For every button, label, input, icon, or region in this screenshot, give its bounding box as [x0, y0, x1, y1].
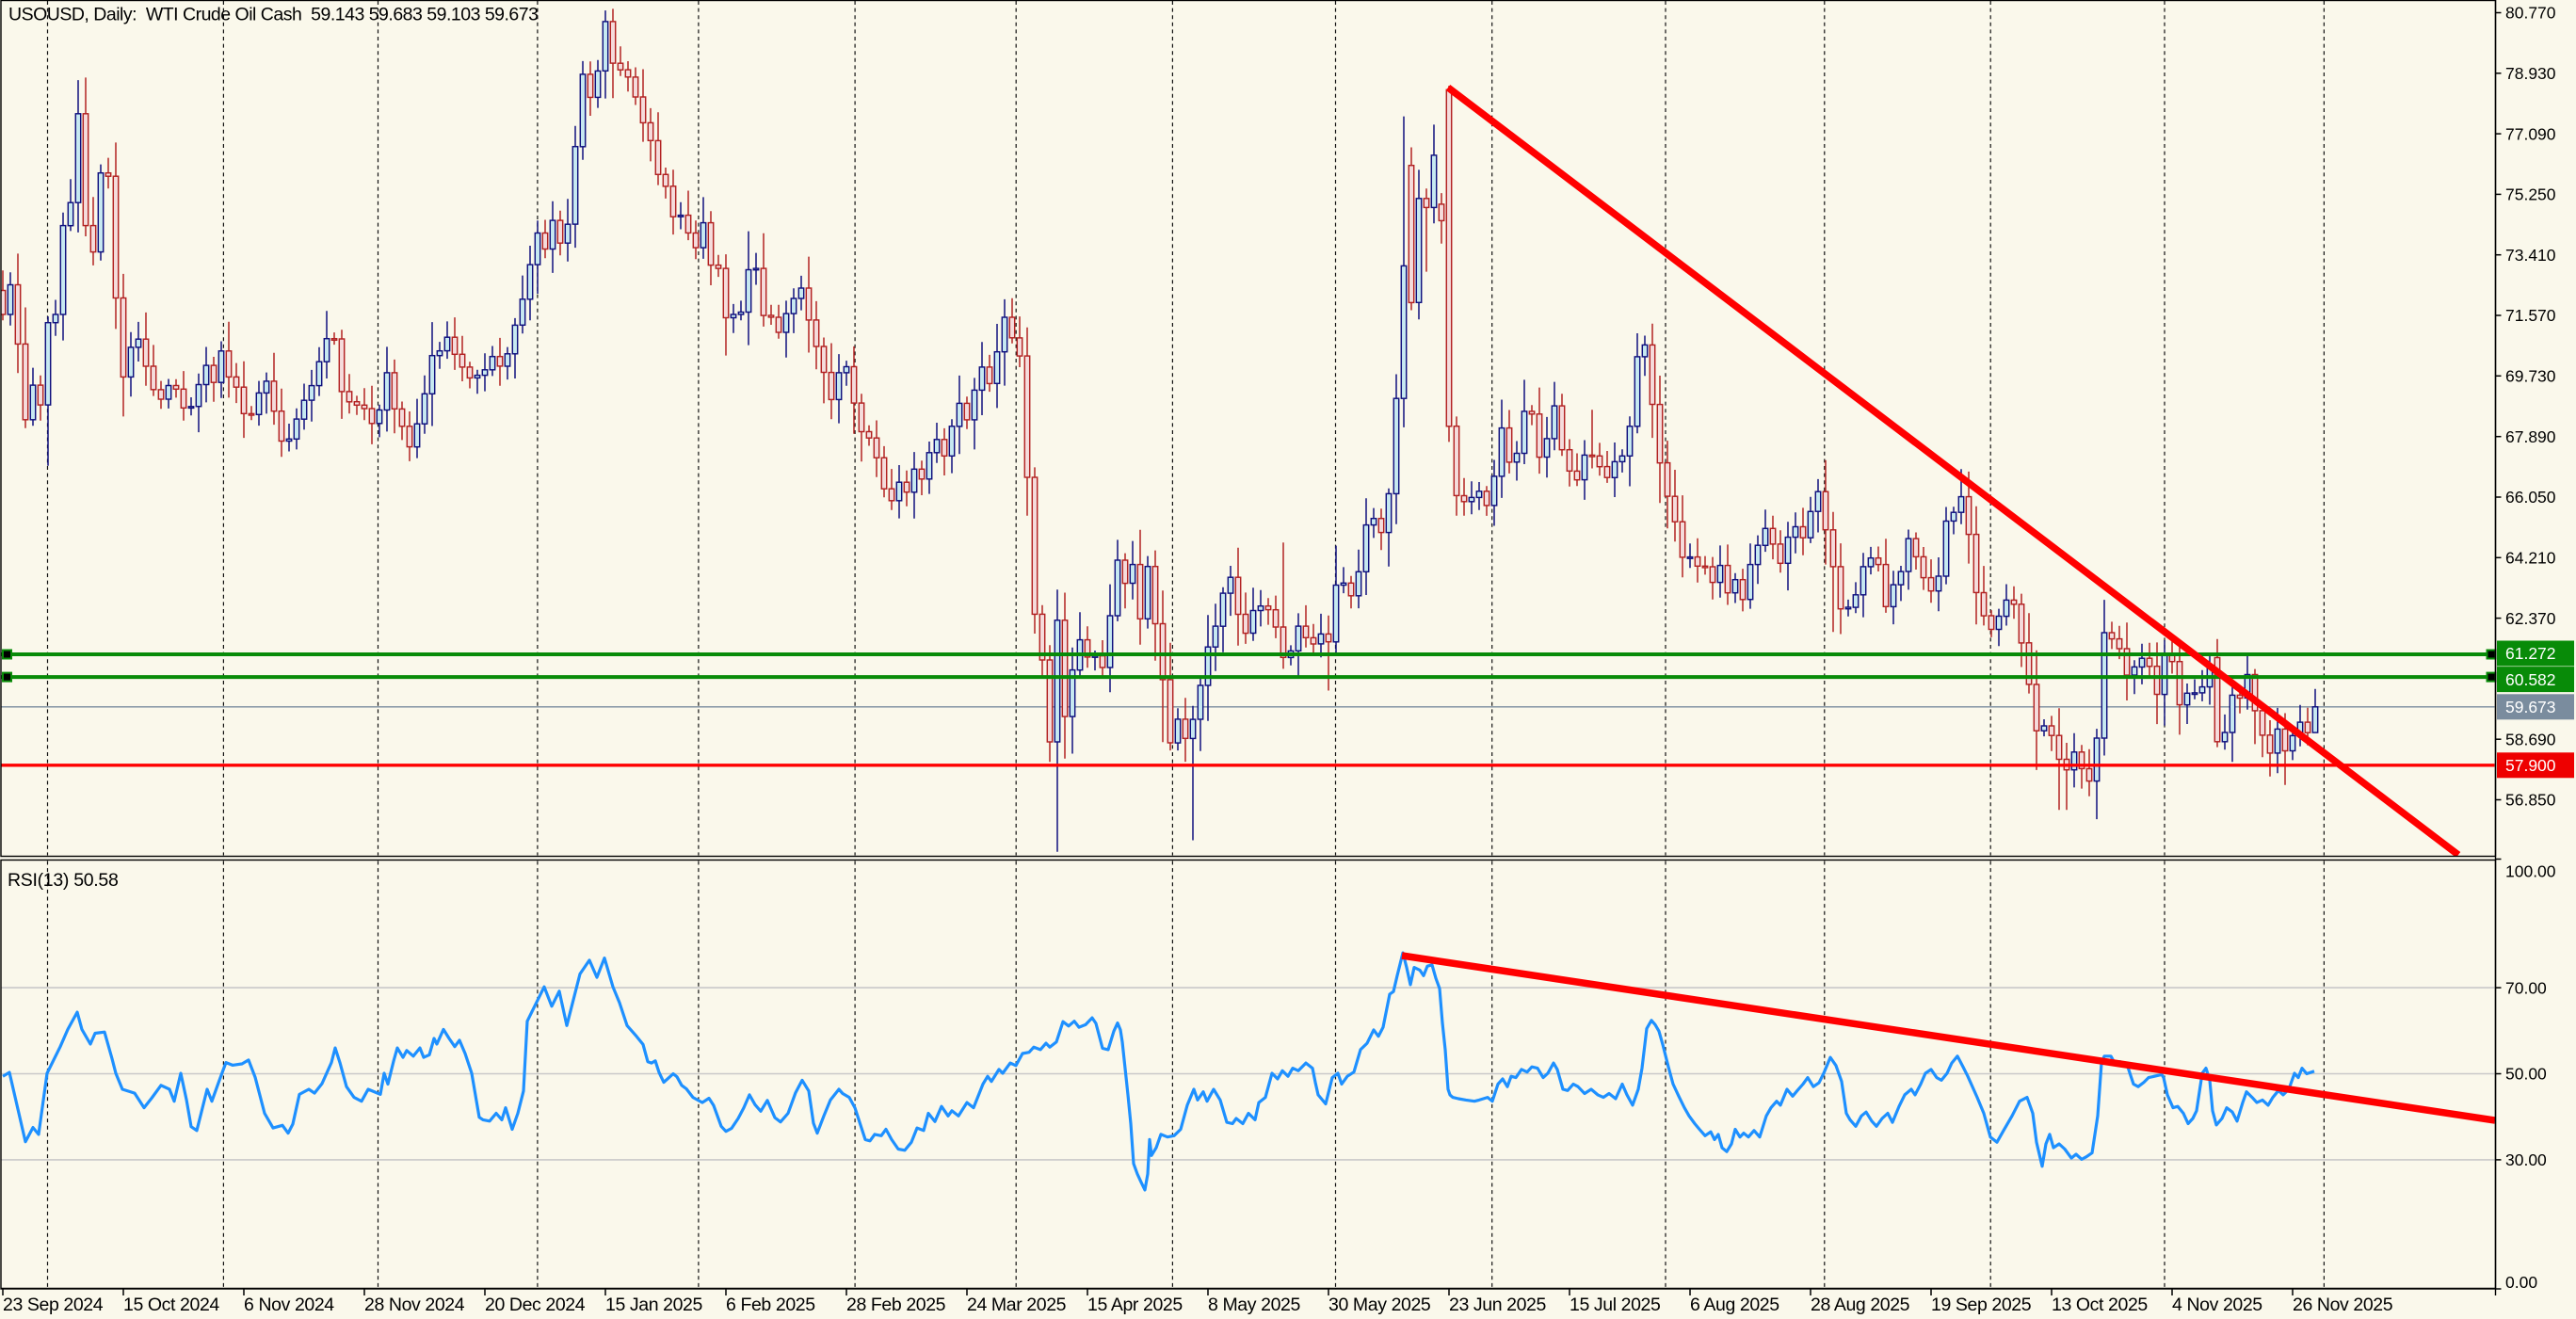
svg-text:30.00: 30.00 — [2505, 1150, 2547, 1169]
svg-text:59.673: 59.673 — [2505, 698, 2556, 716]
svg-text:57.900: 57.900 — [2505, 756, 2556, 775]
svg-text:28 Feb 2025: 28 Feb 2025 — [846, 1295, 946, 1315]
svg-text:19 Sep 2025: 19 Sep 2025 — [1931, 1295, 2032, 1315]
svg-text:78.930: 78.930 — [2505, 64, 2556, 83]
svg-text:60.582: 60.582 — [2505, 670, 2556, 689]
svg-text:28 Aug 2025: 28 Aug 2025 — [1811, 1295, 1910, 1315]
svg-text:64.210: 64.210 — [2505, 549, 2556, 568]
svg-text:6 Aug 2025: 6 Aug 2025 — [1690, 1295, 1779, 1315]
svg-text:15 Apr 2025: 15 Apr 2025 — [1087, 1295, 1183, 1315]
svg-text:80.770: 80.770 — [2505, 4, 2556, 23]
svg-text:26 Nov 2025: 26 Nov 2025 — [2293, 1295, 2393, 1315]
svg-text:71.570: 71.570 — [2505, 306, 2556, 325]
svg-text:62.370: 62.370 — [2505, 609, 2556, 628]
svg-text:24 Mar 2025: 24 Mar 2025 — [967, 1295, 1067, 1315]
svg-text:77.090: 77.090 — [2505, 124, 2556, 143]
svg-text:30 May 2025: 30 May 2025 — [1328, 1295, 1431, 1315]
svg-text:61.272: 61.272 — [2505, 644, 2556, 663]
svg-text:70.00: 70.00 — [2505, 978, 2547, 997]
svg-text:15 Jul 2025: 15 Jul 2025 — [1570, 1295, 1661, 1315]
svg-text:58.690: 58.690 — [2505, 730, 2556, 748]
svg-text:66.050: 66.050 — [2505, 488, 2556, 507]
svg-text:6 Feb 2025: 6 Feb 2025 — [726, 1295, 815, 1315]
svg-text:15 Oct 2024: 15 Oct 2024 — [123, 1295, 219, 1315]
svg-text:67.890: 67.890 — [2505, 427, 2556, 446]
svg-text:50.00: 50.00 — [2505, 1065, 2547, 1084]
svg-text:69.730: 69.730 — [2505, 367, 2556, 386]
svg-text:USOUSD, Daily: WTI Crude Oil: USOUSD, Daily: WTI Crude Oil Cash 59.143… — [8, 5, 538, 25]
svg-text:20 Dec 2024: 20 Dec 2024 — [485, 1295, 586, 1315]
svg-text:15 Jan 2025: 15 Jan 2025 — [605, 1295, 703, 1315]
svg-text:100.00: 100.00 — [2505, 862, 2556, 881]
svg-text:23 Jun 2025: 23 Jun 2025 — [1449, 1295, 1547, 1315]
svg-text:73.410: 73.410 — [2505, 246, 2556, 265]
svg-text:0.00: 0.00 — [2505, 1273, 2537, 1292]
svg-text:23 Sep 2024: 23 Sep 2024 — [3, 1295, 104, 1315]
svg-text:75.250: 75.250 — [2505, 185, 2556, 204]
svg-text:RSI(13) 50.58: RSI(13) 50.58 — [8, 870, 119, 891]
svg-text:8 May 2025: 8 May 2025 — [1208, 1295, 1300, 1315]
svg-text:4 Nov 2025: 4 Nov 2025 — [2172, 1295, 2262, 1315]
svg-text:28 Nov 2024: 28 Nov 2024 — [364, 1295, 465, 1315]
svg-text:13 Oct 2025: 13 Oct 2025 — [2052, 1295, 2148, 1315]
svg-text:56.850: 56.850 — [2505, 791, 2556, 810]
svg-text:6 Nov 2024: 6 Nov 2024 — [244, 1295, 334, 1315]
